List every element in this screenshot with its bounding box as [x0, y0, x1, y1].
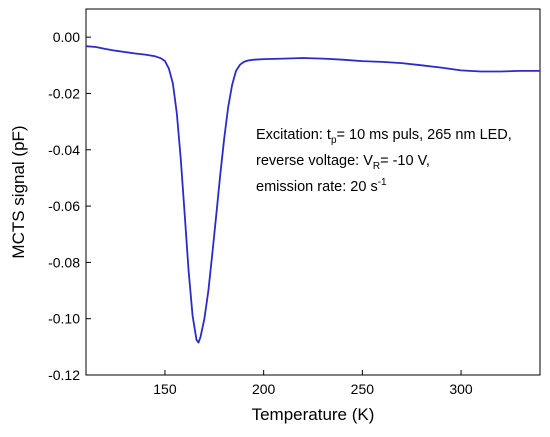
annotation-line-2-b: = -10 V,	[380, 153, 430, 169]
annotation-line-2-sub: R	[373, 161, 380, 172]
x-tick-label: 300	[449, 381, 473, 397]
series-layer	[85, 45, 540, 344]
y-tick-label: -0.04	[48, 142, 80, 158]
y-tick-label: -0.08	[48, 254, 80, 270]
annotation-line-3-sup: -1	[378, 177, 387, 188]
x-tick-label: 200	[252, 381, 276, 397]
y-tick-label: -0.06	[48, 198, 80, 214]
y-tick-label: -0.02	[48, 85, 80, 101]
annotation-line-2-a: reverse voltage: V	[256, 153, 373, 169]
annotation-line-1-sub: p	[331, 135, 337, 146]
y-tick-label: -0.10	[48, 311, 80, 327]
plot-frame	[85, 8, 541, 376]
annotation-line-1-b: = 10 ms puls, 265 nm LED,	[337, 127, 512, 143]
x-axis-label: Temperature (K)	[252, 405, 375, 424]
annotation-block: Excitation: tp= 10 ms puls, 265 nm LED, …	[256, 127, 512, 195]
y-tick-label: -0.12	[48, 367, 80, 383]
y-axis-label: MCTS signal (pF)	[9, 125, 28, 258]
annotation-line-3: emission rate: 20 s-1	[256, 177, 387, 195]
annotation-line-3-a: emission rate: 20 s	[256, 179, 378, 195]
x-axis-ticks: 150 200 250 300	[153, 370, 473, 397]
annotation-line-1-a: Excitation: t	[256, 127, 331, 143]
x-tick-label: 150	[153, 381, 177, 397]
series-line-0	[85, 45, 540, 344]
y-tick-label: 0.00	[53, 29, 80, 45]
annotation-line-2: reverse voltage: VR= -10 V,	[256, 153, 430, 172]
annotation-line-1: Excitation: tp= 10 ms puls, 265 nm LED,	[256, 127, 512, 146]
y-axis-ticks: 0.00 -0.02 -0.04 -0.06 -0.08 -0.10 -0.12	[48, 29, 91, 383]
x-tick-label: 250	[351, 381, 375, 397]
